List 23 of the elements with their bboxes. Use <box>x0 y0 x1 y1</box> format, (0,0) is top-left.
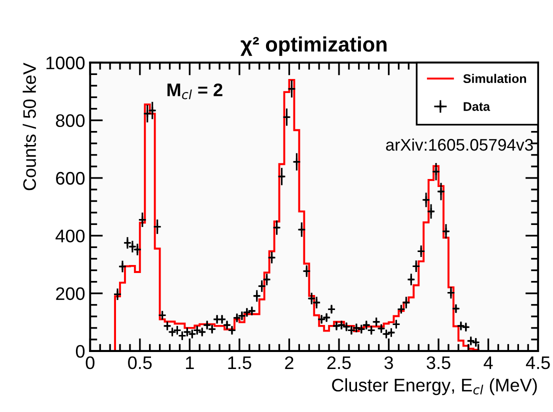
x-tick-label: 0.5 <box>128 356 152 370</box>
legend-label: Data <box>464 102 490 111</box>
chart-title: χ² optimization <box>240 36 387 56</box>
annotation: M$_{cl}$ = 2 <box>167 83 222 100</box>
x-axis-title: Cluster Energy, E$_{cl}$ (MeV) <box>332 378 537 396</box>
y-tick-label: 600 <box>56 172 85 185</box>
annotation: arXiv:1605.05794v3 <box>386 138 533 151</box>
y-tick-label: 1000 <box>46 56 85 70</box>
x-tick-label: 2 <box>285 356 294 369</box>
y-tick-label: 400 <box>56 230 85 242</box>
legend-label: Simulation <box>463 74 526 84</box>
x-tick-label: 4 <box>484 356 493 369</box>
x-tick-label: 0 <box>86 356 94 370</box>
x-tick-label: 3.5 <box>426 356 450 370</box>
x-tick-label: 1 <box>186 356 194 369</box>
x-tick-label: 4.5 <box>526 356 550 370</box>
x-tick-label: 1.5 <box>228 356 252 370</box>
y-tick-label: 0 <box>76 344 85 358</box>
y-tick-label: 200 <box>56 287 85 300</box>
x-tick-label: 3 <box>384 356 393 370</box>
y-tick-label: 800 <box>56 114 85 128</box>
y-axis-title: Counts / 50 keV <box>22 62 36 190</box>
x-tick-label: 2.5 <box>327 356 351 370</box>
